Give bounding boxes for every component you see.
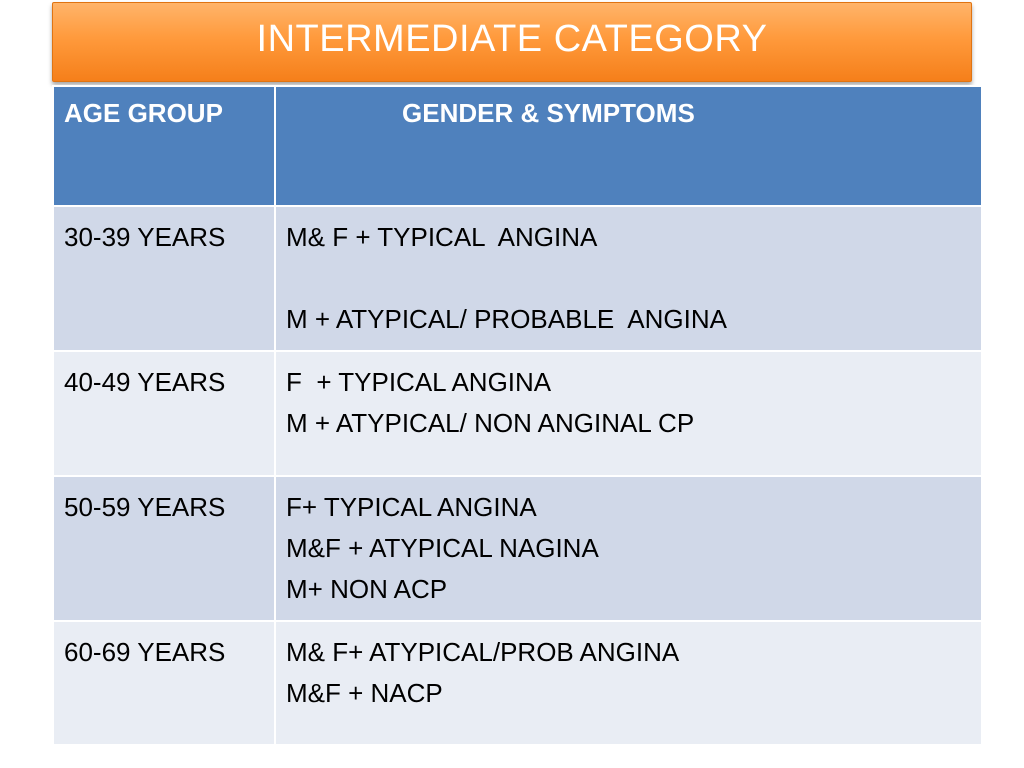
symptom-line: M + ATYPICAL/ NON ANGINAL CP <box>286 408 695 438</box>
header-gender-symptoms: GENDER & SYMPTOMS <box>274 85 983 207</box>
table-row: 50-59 YEARS F+ TYPICAL ANGINA M&F + ATYP… <box>52 475 983 622</box>
age-cell: 50-59 YEARS <box>52 475 276 622</box>
symptom-line: M& F + TYPICAL ANGINA <box>286 222 598 252</box>
table-row: 30-39 YEARS M& F + TYPICAL ANGINA M + AT… <box>52 205 983 352</box>
age-cell: 40-49 YEARS <box>52 350 276 477</box>
age-cell: 30-39 YEARS <box>52 205 276 352</box>
symptom-line: M& F+ ATYPICAL/PROB ANGINA <box>286 637 680 667</box>
symptom-line: F + TYPICAL ANGINA <box>286 367 552 397</box>
symptoms-cell: F + TYPICAL ANGINA M + ATYPICAL/ NON ANG… <box>274 350 983 477</box>
table-row: 60-69 YEARS M& F+ ATYPICAL/PROB ANGINA M… <box>52 620 983 746</box>
header-age-group: AGE GROUP <box>52 85 276 207</box>
symptoms-cell: M& F + TYPICAL ANGINA M + ATYPICAL/ PROB… <box>274 205 983 352</box>
table-row: 40-49 YEARS F + TYPICAL ANGINA M + ATYPI… <box>52 350 983 477</box>
intermediate-category-table: AGE GROUP GENDER & SYMPTOMS 30-39 YEARS … <box>52 85 983 746</box>
symptom-line: M&F + NACP <box>286 678 443 708</box>
symptoms-cell: M& F+ ATYPICAL/PROB ANGINA M&F + NACP <box>274 620 983 746</box>
symptom-line: M+ NON ACP <box>286 574 448 604</box>
age-cell: 60-69 YEARS <box>52 620 276 746</box>
table-header-row: AGE GROUP GENDER & SYMPTOMS <box>52 85 983 207</box>
symptom-line: M&F + ATYPICAL NAGINA <box>286 533 599 563</box>
symptom-line: M + ATYPICAL/ PROBABLE ANGINA <box>286 304 727 334</box>
symptoms-cell: F+ TYPICAL ANGINA M&F + ATYPICAL NAGINA … <box>274 475 983 622</box>
title-banner: INTERMEDIATE CATEGORY <box>52 2 972 82</box>
line-spacer <box>286 258 971 299</box>
slide-title: INTERMEDIATE CATEGORY <box>256 17 768 60</box>
symptom-line: F+ TYPICAL ANGINA <box>286 492 537 522</box>
